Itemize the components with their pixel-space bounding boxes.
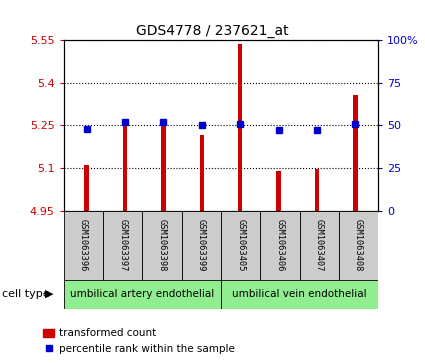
Bar — [339, 211, 378, 280]
Bar — [300, 211, 339, 280]
Text: GSM1063396: GSM1063396 — [79, 219, 88, 271]
Bar — [260, 211, 300, 280]
Text: cell type: cell type — [2, 289, 50, 299]
Text: GSM1063398: GSM1063398 — [158, 219, 167, 271]
Bar — [103, 211, 142, 280]
Bar — [314, 169, 319, 211]
Text: umbilical artery endothelial: umbilical artery endothelial — [70, 289, 215, 299]
Bar — [221, 211, 260, 280]
Text: umbilical vein endothelial: umbilical vein endothelial — [232, 289, 367, 299]
Text: GSM1063397: GSM1063397 — [118, 219, 127, 271]
Text: ▶: ▶ — [45, 289, 53, 299]
Bar — [85, 165, 89, 211]
Bar — [221, 280, 378, 309]
Bar — [238, 44, 243, 211]
Text: GSM1063408: GSM1063408 — [354, 219, 363, 271]
Text: GSM1063399: GSM1063399 — [197, 219, 206, 271]
Bar — [64, 211, 103, 280]
Bar — [181, 211, 221, 280]
Legend: transformed count, percentile rank within the sample: transformed count, percentile rank withi… — [39, 324, 239, 358]
Bar — [353, 95, 357, 211]
Text: GSM1063407: GSM1063407 — [315, 219, 324, 271]
Bar — [142, 211, 181, 280]
Bar — [123, 124, 128, 211]
Bar — [276, 171, 281, 211]
Text: GDS4778 / 237621_at: GDS4778 / 237621_at — [136, 24, 289, 38]
Bar — [199, 135, 204, 211]
Bar — [64, 280, 221, 309]
Text: GSM1063406: GSM1063406 — [275, 219, 284, 271]
Text: GSM1063405: GSM1063405 — [236, 219, 245, 271]
Bar — [161, 124, 166, 211]
